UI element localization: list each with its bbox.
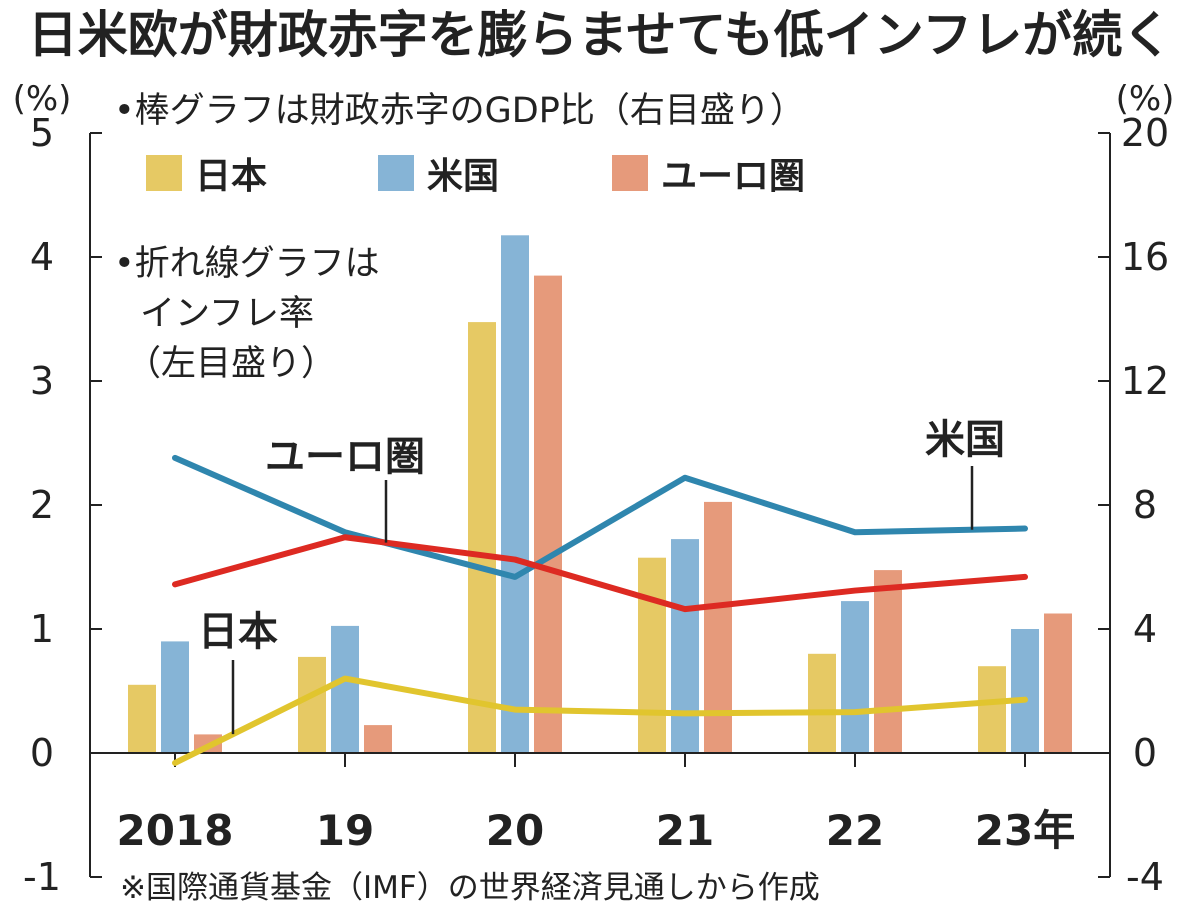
legend-label-us: 米国 <box>427 156 499 197</box>
left-tick-label-5: 4 <box>30 235 54 279</box>
legend: 日本 米国 ユーロ圏 <box>146 155 805 197</box>
left-tick-label-3: 2 <box>30 483 54 527</box>
line-japan <box>172 675 1028 766</box>
bar-us-2 <box>501 235 529 754</box>
line-note-2: インフレ率 <box>140 294 314 334</box>
line-label-us: 米国 <box>925 417 1005 463</box>
left-tick-label-2: 1 <box>30 607 54 651</box>
right-tick-label-6: 20 <box>1121 111 1169 155</box>
line-note-1: •折れ線グラフは <box>114 244 380 284</box>
legend-swatch-japan <box>146 155 182 191</box>
category-label-5: 23年 <box>975 806 1075 855</box>
category-label-0: 2018 <box>117 806 234 855</box>
bar-japan-2 <box>468 322 496 753</box>
bar-japan-1 <box>298 656 326 753</box>
bar-euro-5 <box>1044 613 1072 753</box>
line-label-japan: 日本 <box>198 609 278 655</box>
bar-japan-0 <box>128 684 156 753</box>
right-axis-unit: (%) <box>1116 79 1175 119</box>
legend-swatch-us <box>378 155 414 191</box>
bar-us-5 <box>1011 629 1039 753</box>
bar-us-4 <box>841 601 869 753</box>
right-tick-label-5: 16 <box>1121 235 1169 279</box>
bar-us-3 <box>671 539 699 753</box>
legend-label-euro: ユーロ圏 <box>661 156 805 197</box>
left-tick-label-6: 5 <box>30 111 54 155</box>
left-tick-label-1: 0 <box>30 731 54 775</box>
bar-euro-4 <box>874 570 902 753</box>
bar-euro-2 <box>534 275 562 753</box>
chart-title: 日米欧が財政赤字を膨らませても低インフレが続く <box>28 6 1173 64</box>
legend-label-japan: 日本 <box>195 156 267 197</box>
bar-euro-1 <box>364 725 392 753</box>
right-tick-label-2: 4 <box>1133 607 1157 651</box>
category-label-2: 20 <box>486 806 544 855</box>
bar-note: •棒グラフは財政赤字のGDP比（右目盛り） <box>114 91 805 131</box>
bar-japan-3 <box>638 557 666 753</box>
right-tick-label-1: 0 <box>1133 731 1157 775</box>
line-note-3: （左目盛り） <box>126 344 336 384</box>
line-label-euro: ユーロ圏 <box>265 434 425 480</box>
line-labels: 日本 ユーロ圏 米国 <box>198 417 1005 735</box>
right-tick-label-3: 8 <box>1133 483 1157 527</box>
legend-swatch-euro <box>612 155 648 191</box>
line-euro <box>172 534 1028 613</box>
right-tick-label-4: 12 <box>1121 359 1169 403</box>
left-axis-unit: (%) <box>13 79 72 119</box>
bar-us-1 <box>331 625 359 753</box>
source-note: ※国際通貨基金（IMF）の世界経済見通しから作成 <box>120 870 820 906</box>
left-tick-label-4: 3 <box>30 359 54 403</box>
bar-japan-4 <box>808 653 836 753</box>
right-tick-label-0: -4 <box>1126 855 1164 899</box>
lines <box>172 454 1028 766</box>
bar-japan-5 <box>978 666 1006 753</box>
line-us <box>172 454 1028 580</box>
category-label-3: 21 <box>656 806 714 855</box>
category-label-1: 19 <box>316 806 374 855</box>
axes <box>89 132 1111 878</box>
left-tick-label-0: -1 <box>23 855 61 899</box>
bar-us-0 <box>161 641 189 753</box>
category-label-4: 22 <box>826 806 884 855</box>
